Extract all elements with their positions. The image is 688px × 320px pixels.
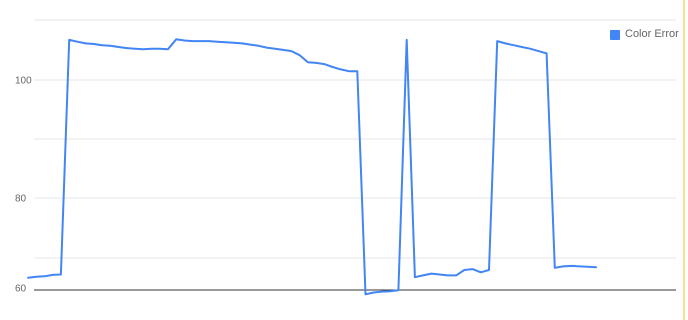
y-tick-label: 100	[15, 76, 32, 87]
legend-label-color-error: Color Error	[625, 28, 679, 40]
y-tick-label: 60	[15, 284, 27, 295]
chart-legend: Color Error	[610, 29, 679, 40]
y-tick-label: 80	[15, 194, 27, 205]
series-line-color-error	[27, 38, 597, 296]
legend-swatch-color-error	[610, 29, 620, 40]
